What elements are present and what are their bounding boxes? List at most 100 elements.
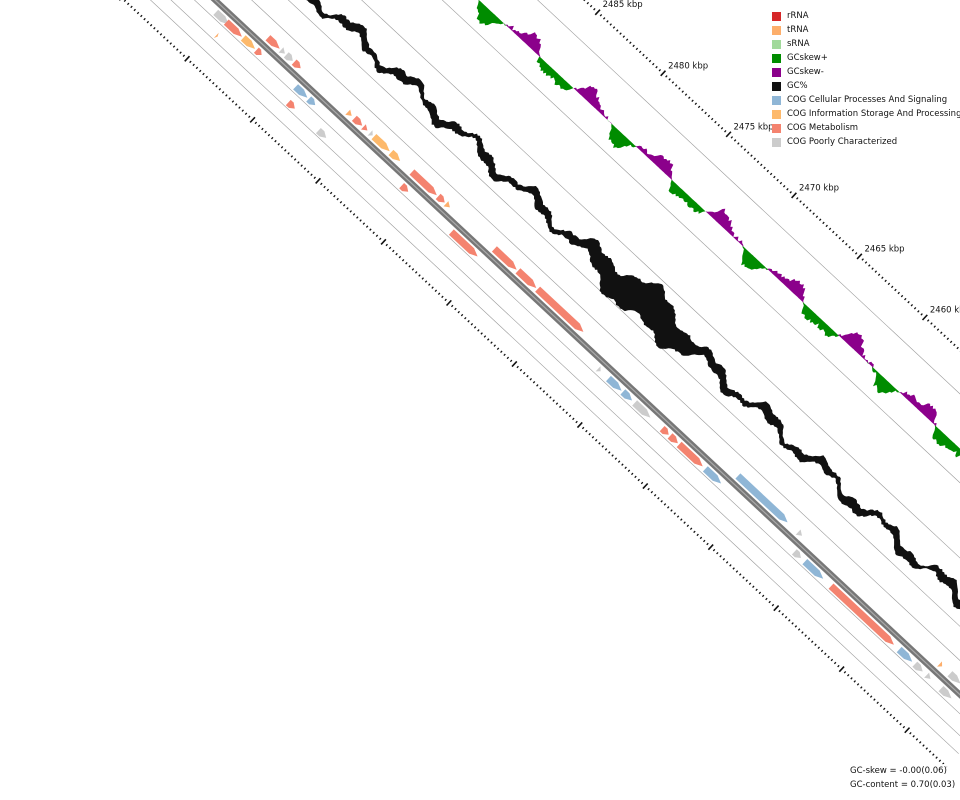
scale-tick	[712, 548, 716, 552]
scale-tick	[922, 744, 925, 747]
stats-box: GC-skew = -0.00(0.06) GC-content = 0.70(…	[846, 764, 958, 792]
scale-tick	[640, 481, 644, 485]
scale-tick	[284, 149, 287, 152]
scale-tick	[405, 262, 408, 265]
scale-tick	[921, 314, 928, 321]
scale-tick	[670, 509, 673, 512]
scale-tick	[310, 173, 313, 176]
gc-skew-track	[476, 0, 960, 458]
scale-tick	[900, 294, 904, 298]
gene-feature	[937, 661, 943, 667]
scale-tick	[674, 84, 678, 87]
scale-tick	[585, 429, 588, 433]
scale-tick	[660, 70, 667, 77]
legend-item: rRNA	[772, 9, 960, 23]
gene-feature	[278, 47, 285, 54]
scale-tick	[668, 78, 671, 81]
scale-tick	[441, 295, 444, 299]
scale-label: 2465 kbp	[865, 244, 905, 254]
scale-tick	[473, 326, 477, 329]
scale-tick	[930, 322, 933, 325]
scale-tick	[794, 625, 798, 628]
legend-label: COG Cellular Processes And Signaling	[787, 95, 948, 105]
legend-swatch	[772, 123, 781, 133]
scale-tick	[655, 65, 658, 69]
scale-tick	[907, 300, 910, 304]
scale-tick	[889, 713, 892, 717]
scale-tick	[753, 157, 756, 160]
scale-tick	[594, 439, 598, 442]
scale-tick	[737, 142, 740, 145]
scale-tick	[932, 753, 935, 756]
gene-feature	[676, 441, 703, 467]
legend: rRNA tRNA sRNA GCskew+ GCskew- GC% COG Cellula…	[772, 9, 960, 149]
scale-tick	[630, 472, 634, 476]
scale-tick	[586, 1, 590, 5]
scale-tick	[946, 337, 950, 341]
scale-tick	[624, 466, 627, 469]
scale-tick	[506, 356, 510, 360]
scale-tick	[277, 142, 280, 146]
scale-tick	[642, 53, 645, 57]
scale-tick	[568, 414, 572, 418]
scale-tick	[642, 482, 649, 490]
scale-tick	[539, 387, 542, 390]
scale-tick	[380, 238, 387, 245]
gene-feature	[283, 52, 293, 61]
scale-tick	[241, 109, 244, 112]
scale-tick	[208, 78, 212, 82]
scale-tick	[313, 176, 316, 180]
scale-tick	[763, 166, 766, 170]
gene-feature	[938, 686, 952, 699]
scale-tick	[936, 328, 940, 331]
gene-feature	[702, 466, 722, 484]
scale-tick	[868, 264, 871, 267]
scale-tick	[375, 234, 379, 238]
scale-tick	[444, 298, 447, 302]
scale-tick	[133, 8, 136, 12]
scale-tick	[270, 136, 274, 140]
scale-tick	[801, 631, 804, 634]
scale-tick	[904, 297, 907, 301]
scale-tick	[825, 224, 828, 228]
scale-tick	[843, 670, 847, 674]
gc-skew-stat: GC-skew = -0.00(0.06)	[850, 766, 947, 776]
gene-feature	[947, 671, 960, 684]
scale-tick	[928, 750, 932, 753]
track-guide-line	[194, 0, 960, 715]
scale-tick	[902, 725, 906, 729]
scale-tick	[303, 167, 307, 170]
scale-tick	[779, 181, 783, 185]
legend-swatch	[772, 81, 781, 91]
scale-tick	[915, 738, 919, 741]
scale-tick	[437, 292, 441, 296]
scale-tick	[195, 66, 199, 70]
track-guide-line	[441, 0, 960, 484]
scale-tick	[884, 279, 887, 283]
scale-tick	[828, 227, 832, 231]
scale-tick	[861, 258, 864, 261]
gene-feature	[802, 559, 824, 579]
scale-tick	[218, 88, 222, 91]
legend-swatch	[772, 67, 781, 77]
scale-tick	[676, 515, 680, 518]
scale-tick	[860, 686, 863, 689]
scale-tick	[912, 735, 915, 738]
legend-item: sRNA	[772, 37, 960, 51]
scale-tick	[602, 17, 606, 20]
scale-tick	[637, 478, 640, 482]
scale-tick	[748, 582, 752, 585]
scale-tick	[612, 26, 616, 29]
gene-feature	[912, 661, 923, 672]
scale-tick	[678, 87, 681, 90]
scale-tick	[372, 231, 375, 234]
scale-tick	[761, 594, 765, 598]
scale-tick	[810, 640, 814, 643]
scale-tick	[336, 197, 339, 201]
scale-tick	[949, 340, 953, 344]
scale-tick	[781, 612, 784, 616]
gene-feature	[253, 47, 262, 55]
scale-tick	[192, 63, 195, 67]
gene-feature	[351, 115, 363, 126]
